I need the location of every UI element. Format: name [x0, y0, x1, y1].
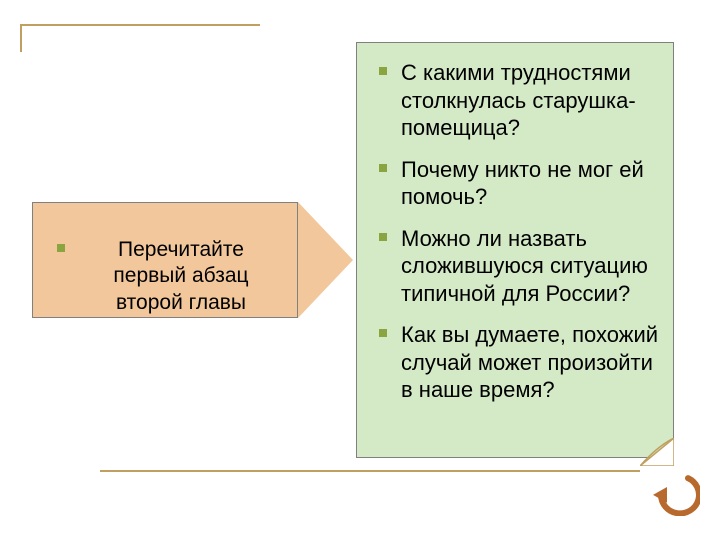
right-list-item: С какими трудностями столкнулась старушк…: [379, 59, 659, 142]
back-arrow-icon[interactable]: [650, 472, 700, 516]
bottom-rule: [100, 470, 640, 472]
right-questions-box: С какими трудностями столкнулась старушк…: [356, 42, 674, 458]
right-item-text: Почему никто не мог ей помочь?: [401, 157, 644, 210]
left-list-item: Перечитайте первый абзац второй главы: [57, 237, 283, 316]
right-item-text: С какими трудностями столкнулась старушк…: [401, 60, 636, 140]
right-list-item: Почему никто не мог ей помочь?: [379, 156, 659, 211]
right-item-text: Как вы думаете, похожий случай может про…: [401, 322, 658, 402]
right-list-item: Как вы думаете, похожий случай может про…: [379, 321, 659, 404]
arrow-right: [298, 202, 353, 318]
left-bullet-list: Перечитайте первый абзац второй главы: [57, 237, 283, 316]
left-item-text: Перечитайте первый абзац второй главы: [113, 238, 248, 314]
top-rule: [20, 24, 260, 52]
right-list-item: Можно ли назвать сложившуюся ситуацию ти…: [379, 225, 659, 308]
left-instruction-box: Перечитайте первый абзац второй главы: [32, 202, 298, 318]
right-item-text: Можно ли назвать сложившуюся ситуацию ти…: [401, 226, 648, 306]
right-bullet-list: С какими трудностями столкнулась старушк…: [379, 59, 659, 404]
page-curl-icon: [640, 438, 674, 466]
